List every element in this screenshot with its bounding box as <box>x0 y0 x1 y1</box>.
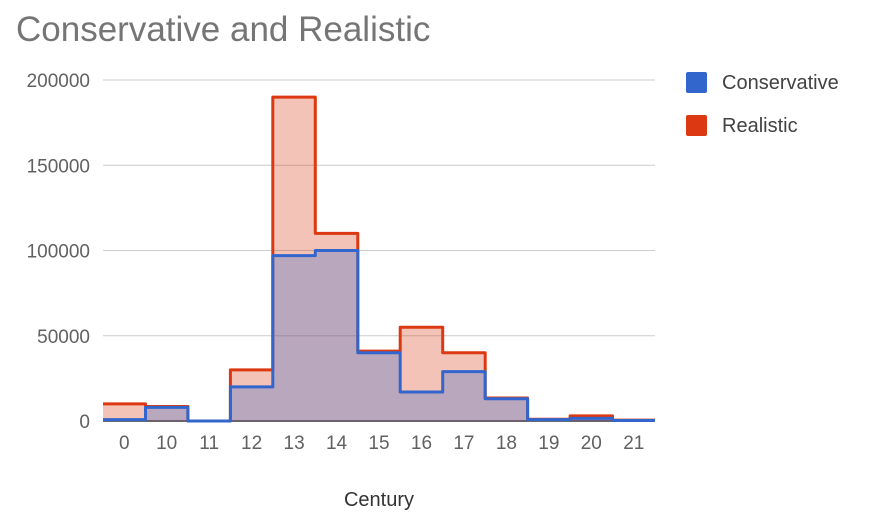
x-tick-label: 0 <box>119 433 130 454</box>
y-tick-label: 100000 <box>27 242 90 263</box>
x-tick-label: 19 <box>538 433 559 454</box>
area-realistic <box>103 97 655 421</box>
x-tick-label: 18 <box>496 433 517 454</box>
x-tick-label: 12 <box>241 433 262 454</box>
line-conservative <box>103 249 655 423</box>
legend-swatch-realistic <box>686 115 707 136</box>
x-tick-label: 10 <box>156 433 177 454</box>
x-tick-label: 17 <box>453 433 474 454</box>
y-tick-label: 0 <box>79 412 90 433</box>
y-tick-label: 50000 <box>37 327 90 348</box>
y-tick-label: 150000 <box>27 156 90 177</box>
x-tick-label: 20 <box>581 433 602 454</box>
legend-label-conservative: Conservative <box>722 72 839 94</box>
x-tick-label: 11 <box>199 433 219 454</box>
x-tick-label: 15 <box>368 433 389 454</box>
x-tick-label: 16 <box>411 433 432 454</box>
x-axis-title: Century <box>344 489 414 511</box>
legend-label-realistic: Realistic <box>722 115 798 137</box>
area-conservative <box>103 250 655 421</box>
x-tick-label: 14 <box>326 433 348 454</box>
chart-title: Conservative and Realistic <box>16 10 431 49</box>
legend-swatch-conservative <box>686 72 707 93</box>
y-tick-label: 200000 <box>27 71 90 92</box>
x-tick-label: 21 <box>623 433 644 454</box>
x-tick-label: 13 <box>284 433 305 454</box>
